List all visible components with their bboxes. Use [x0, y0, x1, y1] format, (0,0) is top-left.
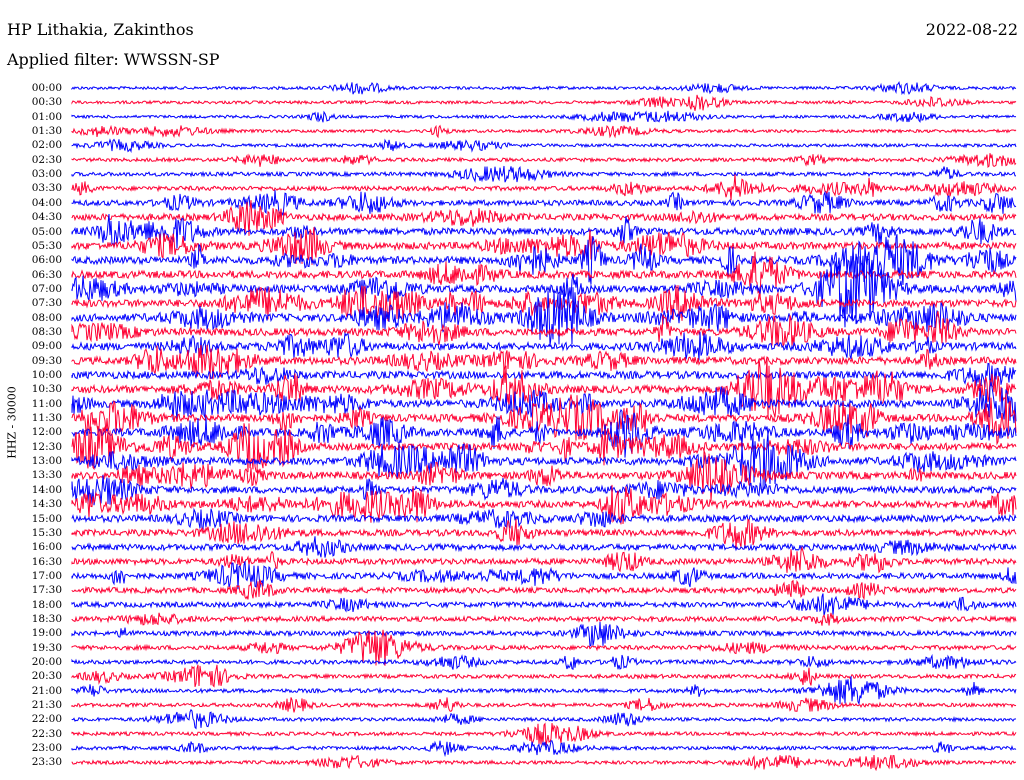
trace-2000 — [71, 653, 1017, 670]
tick-label: 17:00 — [31, 569, 62, 582]
trace-1800 — [71, 593, 1017, 617]
trace-1000 — [71, 362, 1017, 388]
tick-label: 21:30 — [31, 699, 62, 712]
trace-0230 — [71, 153, 1017, 169]
tick-label: 23:00 — [31, 742, 62, 755]
tick-label: 04:00 — [31, 196, 62, 209]
tick-label: 08:30 — [31, 325, 62, 338]
trace-1900 — [71, 621, 1017, 647]
trace-2330 — [71, 754, 1017, 772]
tick-label: 01:00 — [31, 110, 62, 123]
trace-0100 — [71, 110, 1017, 123]
tick-label: 04:30 — [31, 211, 62, 224]
trace-1100 — [71, 381, 1017, 424]
trace-1700 — [71, 561, 1017, 590]
tick-label: 19:00 — [31, 627, 62, 640]
trace-1300 — [71, 432, 1017, 492]
tick-label: 18:30 — [31, 612, 62, 625]
tick-label: 12:00 — [31, 426, 62, 439]
tick-label: 11:30 — [31, 412, 62, 425]
tick-label: 05:30 — [31, 239, 62, 252]
trace-0900 — [71, 331, 1017, 361]
tick-label: 09:00 — [31, 340, 62, 353]
time-tick-labels: 00:00 00:30 01:00 01:30 02:00 02:30 03:00 03:30… — [0, 0, 66, 780]
trace-1530 — [71, 518, 1017, 549]
tick-label: 13:00 — [31, 455, 62, 468]
trace-1330 — [71, 450, 1017, 502]
tick-label: 05:00 — [31, 225, 62, 238]
tick-label: 00:30 — [31, 96, 62, 109]
tick-label: 06:30 — [31, 268, 62, 281]
trace-0600 — [71, 234, 1017, 286]
tick-label: 07:30 — [31, 297, 62, 310]
trace-0030 — [71, 94, 1017, 111]
tick-label: 10:30 — [31, 383, 62, 396]
trace-1930 — [71, 629, 1017, 666]
tick-label: 21:00 — [31, 684, 62, 697]
trace-1430 — [71, 484, 1017, 525]
trace-1230 — [71, 423, 1017, 474]
tick-label: 16:00 — [31, 541, 62, 554]
tick-label: 16:30 — [31, 555, 62, 568]
filter-label: Applied filter: WWSSN-SP — [7, 50, 220, 69]
tick-label: 03:00 — [31, 168, 62, 181]
trace-0300 — [71, 165, 1017, 183]
tick-label: 22:30 — [31, 727, 62, 740]
tick-label: 11:00 — [31, 397, 62, 410]
tick-label: 01:30 — [31, 125, 62, 138]
tick-label: 07:00 — [31, 282, 62, 295]
trace-1200 — [71, 408, 1017, 458]
trace-0830 — [71, 311, 1017, 349]
tick-label: 19:30 — [31, 641, 62, 654]
trace-2200 — [71, 708, 1017, 730]
trace-0000 — [71, 81, 1017, 96]
trace-1730 — [71, 579, 1017, 601]
tick-label: 00:00 — [31, 82, 62, 94]
tick-label: 14:30 — [31, 498, 62, 511]
trace-0200 — [71, 138, 1017, 154]
tick-label: 20:30 — [31, 670, 62, 683]
tick-label: 20:00 — [31, 656, 62, 668]
trace-1500 — [71, 507, 1017, 530]
trace-0400 — [71, 190, 1017, 217]
tick-label: 08:00 — [31, 311, 62, 324]
trace-1830 — [71, 612, 1017, 626]
tick-label: 17:30 — [31, 584, 62, 597]
station-title: HP Lithakia, Zakinthos — [7, 20, 194, 39]
tick-label: 10:00 — [31, 369, 62, 381]
trace-1030 — [71, 357, 1017, 420]
trace-0500 — [71, 213, 1017, 249]
tick-label: 03:30 — [31, 182, 62, 195]
trace-0430 — [71, 200, 1017, 236]
trace-2300 — [71, 740, 1017, 758]
trace-0630 — [71, 251, 1017, 300]
tick-label: 15:00 — [31, 512, 62, 525]
trace-0730 — [71, 285, 1017, 322]
trace-0330 — [71, 174, 1017, 201]
trace-2130 — [71, 697, 1017, 713]
trace-2030 — [71, 664, 1017, 688]
tick-label: 23:30 — [31, 756, 62, 769]
trace-1600 — [71, 536, 1017, 558]
tick-label: 22:00 — [31, 713, 62, 726]
tick-label: 12:30 — [31, 440, 62, 453]
trace-0930 — [71, 344, 1017, 380]
trace-1630 — [71, 545, 1017, 574]
tick-label: 02:30 — [31, 153, 62, 166]
tick-label: 18:00 — [31, 598, 62, 611]
tick-label: 09:30 — [31, 354, 62, 367]
tick-label: 13:30 — [31, 469, 62, 482]
tick-label: 15:30 — [31, 526, 62, 539]
trace-2230 — [71, 722, 1017, 746]
trace-0130 — [71, 124, 1017, 139]
tick-label: 14:00 — [31, 483, 62, 496]
trace-2100 — [71, 676, 1017, 706]
trace-1400 — [71, 474, 1017, 506]
tick-label: 02:00 — [31, 139, 62, 152]
record-date: 2022-08-22 — [925, 20, 1018, 39]
trace-0800 — [71, 286, 1017, 346]
trace-0700 — [71, 255, 1017, 328]
tick-label: 06:00 — [31, 254, 62, 267]
